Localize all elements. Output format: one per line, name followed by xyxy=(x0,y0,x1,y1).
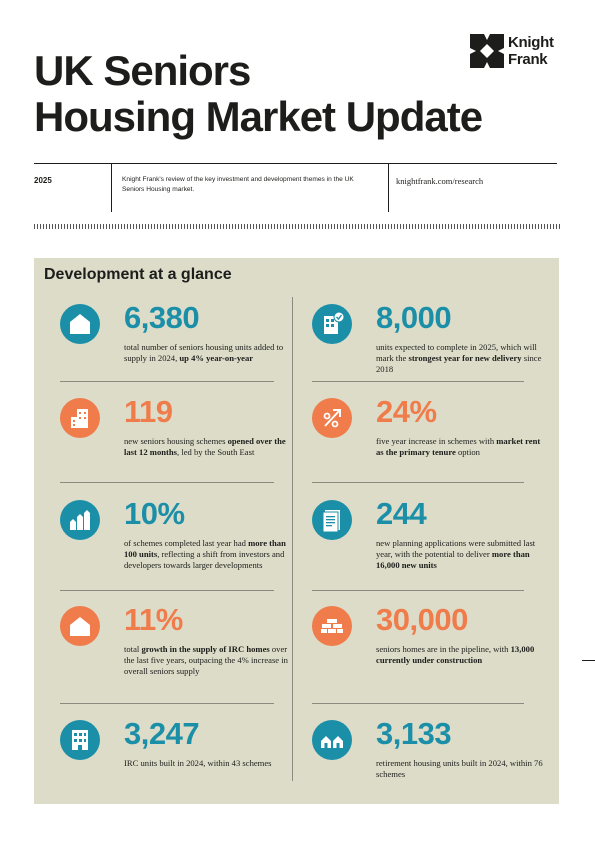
publication-year: 2025 xyxy=(34,176,52,185)
dotted-separator xyxy=(34,224,561,229)
stat-description: five year increase in schemes with marke… xyxy=(376,436,541,457)
stat-value: 119 xyxy=(124,394,173,429)
panel-title: Development at a glance xyxy=(44,266,232,283)
document-icon xyxy=(312,500,352,540)
stat-value: 10% xyxy=(124,496,185,531)
stat-description: units expected to complete in 2025, whic… xyxy=(376,342,542,374)
stat-description: new seniors housing schemes opened over … xyxy=(124,436,286,457)
row-divider xyxy=(312,590,524,591)
page-title: UK Seniors Housing Market Update xyxy=(34,48,574,140)
meta-divider-2 xyxy=(388,164,389,212)
house-icon xyxy=(60,304,100,344)
title-line-1: UK Seniors xyxy=(34,47,251,94)
development-panel xyxy=(34,258,559,804)
home-outline-icon xyxy=(60,606,100,646)
two-houses-icon xyxy=(312,720,352,760)
stat-description: IRC units built in 2024, within 43 schem… xyxy=(124,758,272,768)
panel-column-divider xyxy=(292,297,293,781)
stat-value: 30,000 xyxy=(376,602,468,637)
logo-mark-icon xyxy=(470,34,504,68)
report-description: Knight Frank's review of the key investm… xyxy=(122,176,354,193)
stat-value: 8,000 xyxy=(376,300,452,335)
edge-tick-mark xyxy=(582,660,595,661)
title-line-2: Housing Market Update xyxy=(34,93,483,140)
stat-value: 24% xyxy=(376,394,437,429)
buildings-icon xyxy=(60,398,100,438)
row-divider xyxy=(312,703,524,704)
stat-value: 3,247 xyxy=(124,716,200,751)
row-divider xyxy=(312,482,524,483)
apartment-block-icon xyxy=(60,720,100,760)
row-divider xyxy=(60,482,274,483)
stat-description: total number of seniors housing units ad… xyxy=(124,342,284,363)
stat-value: 244 xyxy=(376,496,427,531)
row-divider xyxy=(60,381,274,382)
row-divider xyxy=(60,590,274,591)
stat-description: seniors homes are in the pipeline, with … xyxy=(376,644,535,665)
bar-houses-icon xyxy=(60,500,100,540)
header-divider xyxy=(34,163,557,164)
bricks-icon xyxy=(312,606,352,646)
stat-value: 11% xyxy=(124,602,183,637)
stat-description: new planning applications were submitted… xyxy=(376,538,536,570)
stat-value: 3,133 xyxy=(376,716,452,751)
row-divider xyxy=(312,381,524,382)
knight-frank-logo: Knight Frank xyxy=(470,34,562,70)
research-link[interactable]: knightfrank.com/research xyxy=(396,176,484,186)
meta-divider-1 xyxy=(111,164,112,212)
stat-description: of schemes completed last year had more … xyxy=(124,538,286,570)
stat-value: 6,380 xyxy=(124,300,200,335)
percent-arrow-icon xyxy=(312,398,352,438)
stat-description: total growth in the supply of IRC homes … xyxy=(124,644,288,676)
building-check-icon xyxy=(312,304,352,344)
stat-description: retirement housing units built in 2024, … xyxy=(376,758,543,779)
logo-wordmark: Knight Frank xyxy=(508,34,554,68)
row-divider xyxy=(60,703,274,704)
